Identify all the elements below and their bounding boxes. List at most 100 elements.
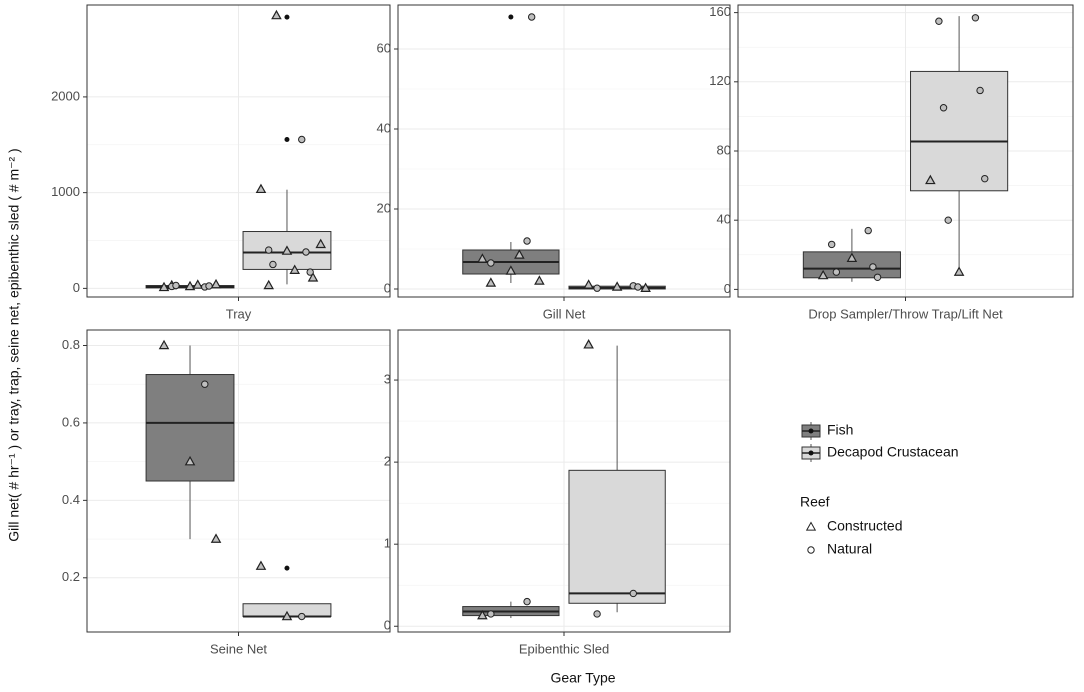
- point-natural: [172, 281, 180, 290]
- point-natural: [593, 610, 601, 618]
- point-natural: [306, 268, 314, 276]
- legend-key-dot: [808, 450, 814, 456]
- point-constructed: [210, 278, 222, 289]
- point-natural: [935, 17, 943, 25]
- legend-shape: [807, 546, 815, 554]
- point-constructed: [184, 280, 196, 291]
- box: [568, 469, 666, 604]
- point-constructed: [505, 265, 517, 275]
- point-natural: [523, 237, 531, 245]
- point-constructed: [477, 253, 488, 263]
- x-tick-label: Tray: [226, 306, 252, 321]
- point-natural: [487, 610, 495, 618]
- point-natural: [944, 216, 952, 224]
- x-tick-label: Seine Net: [210, 641, 267, 656]
- outlier: [508, 14, 514, 20]
- y-tick-label: 120: [709, 73, 731, 88]
- y-tick-label: 0: [384, 618, 391, 633]
- panel-border: [397, 4, 731, 298]
- y-tick-label: 0.2: [62, 569, 80, 584]
- point-natural: [523, 597, 531, 606]
- outlier: [284, 565, 290, 571]
- point-natural: [205, 282, 213, 290]
- y-tick-label: 160: [709, 4, 731, 19]
- point-constructed: [485, 277, 497, 287]
- point-constructed: [846, 252, 858, 263]
- point-constructed: [158, 339, 170, 350]
- y-tick-label: 0.8: [62, 337, 80, 352]
- point-constructed: [210, 533, 222, 543]
- point-natural: [634, 283, 642, 291]
- legend-shape: [805, 521, 817, 531]
- legend-key-dot: [808, 428, 814, 434]
- point-constructed: [255, 560, 267, 570]
- point-constructed: [281, 245, 293, 255]
- y-tick-label: 0.4: [62, 492, 80, 507]
- panel-border: [86, 329, 391, 633]
- y-tick-label: 60: [377, 40, 391, 55]
- point-constructed: [158, 281, 170, 292]
- point-natural: [827, 240, 836, 249]
- point-natural: [527, 13, 536, 21]
- point-natural: [864, 226, 872, 235]
- panel-border: [86, 4, 391, 298]
- x-tick-label: Epibenthic Sled: [519, 641, 609, 656]
- point-constructed: [640, 282, 651, 292]
- point-natural: [873, 273, 882, 281]
- point-natural: [201, 380, 209, 388]
- legend-label: Fish: [827, 422, 853, 438]
- x-tick-label: Drop Sampler/Throw Trap/Lift Net: [808, 306, 1003, 321]
- legend-label: Natural: [827, 541, 872, 557]
- point-natural: [939, 104, 948, 112]
- y-tick-label: 40: [717, 212, 731, 227]
- y-tick-label: 1000: [51, 184, 80, 199]
- y-tick-label: 0: [384, 280, 391, 295]
- point-constructed: [583, 339, 594, 349]
- point-constructed: [192, 279, 204, 289]
- y-tick-label: 2000: [51, 88, 80, 103]
- point-natural: [265, 246, 273, 254]
- panel-border: [737, 4, 1074, 298]
- x-tick-label: Gill Net: [543, 306, 586, 321]
- point-constructed: [477, 609, 488, 620]
- point-natural: [298, 135, 306, 144]
- point-natural: [832, 268, 841, 276]
- point-constructed: [281, 610, 293, 621]
- x-axis-label: Gear Type: [550, 670, 615, 686]
- y-axis-label: Gill net( # hr⁻¹ ) or tray, trap, seine …: [6, 148, 22, 541]
- point-constructed: [255, 183, 267, 194]
- point-constructed: [263, 279, 275, 290]
- y-tick-label: 1: [384, 536, 391, 551]
- point-constructed: [307, 272, 319, 282]
- point-natural: [298, 612, 306, 621]
- legend-label: Constructed: [827, 518, 902, 534]
- legend-label: Decapod Crustacean: [827, 444, 959, 460]
- y-tick-label: 80: [717, 142, 731, 157]
- point-constructed: [534, 275, 545, 285]
- point-constructed: [271, 9, 282, 20]
- point-natural: [971, 14, 980, 22]
- outlier: [284, 137, 290, 143]
- y-tick-label: 20: [377, 200, 391, 215]
- point-natural: [869, 263, 877, 271]
- y-tick-label: 40: [377, 120, 391, 135]
- point-natural: [981, 174, 989, 183]
- point-natural: [302, 248, 310, 256]
- y-tick-label: 0.6: [62, 414, 80, 429]
- point-constructed: [611, 281, 623, 291]
- point-constructed: [289, 264, 301, 274]
- point-natural: [629, 589, 637, 598]
- point-natural: [269, 260, 277, 269]
- y-tick-label: 2: [384, 454, 391, 469]
- point-constructed: [184, 455, 196, 466]
- point-natural: [487, 259, 495, 267]
- y-tick-label: 3: [384, 371, 391, 386]
- box: [910, 70, 1009, 192]
- point-constructed: [514, 249, 525, 259]
- legend-title: Reef: [800, 494, 830, 510]
- y-tick-label: 0: [73, 280, 80, 295]
- point-constructed: [953, 266, 965, 276]
- panel-border: [397, 329, 731, 633]
- point-constructed: [817, 269, 829, 280]
